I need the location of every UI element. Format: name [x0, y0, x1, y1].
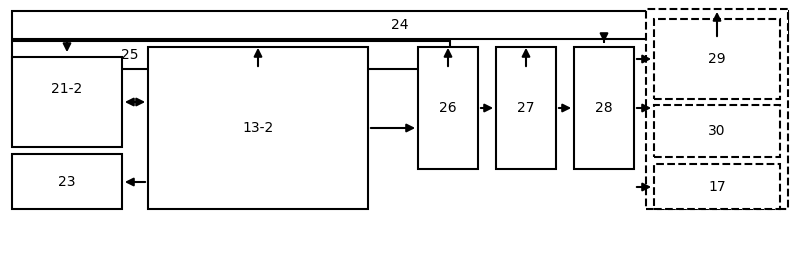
Bar — [418, 47, 478, 169]
Text: 13-2: 13-2 — [242, 121, 274, 135]
Text: 23: 23 — [58, 175, 76, 189]
Bar — [654, 19, 780, 99]
Bar — [654, 164, 780, 209]
Bar — [646, 9, 788, 209]
Bar — [496, 47, 556, 169]
Bar — [12, 154, 122, 209]
Text: 30: 30 — [708, 124, 726, 138]
Bar — [148, 47, 368, 209]
Text: 28: 28 — [595, 101, 613, 115]
Bar — [12, 41, 450, 69]
Text: 27: 27 — [518, 101, 534, 115]
Bar — [654, 105, 780, 157]
Bar — [12, 57, 122, 147]
Text: 29: 29 — [708, 52, 726, 66]
Text: 26: 26 — [439, 101, 457, 115]
Text: 17: 17 — [708, 180, 726, 194]
Text: 24: 24 — [391, 18, 409, 32]
Text: 25: 25 — [122, 48, 138, 62]
Text: 21-2: 21-2 — [51, 82, 82, 96]
Bar — [574, 47, 634, 169]
Bar — [12, 11, 788, 39]
